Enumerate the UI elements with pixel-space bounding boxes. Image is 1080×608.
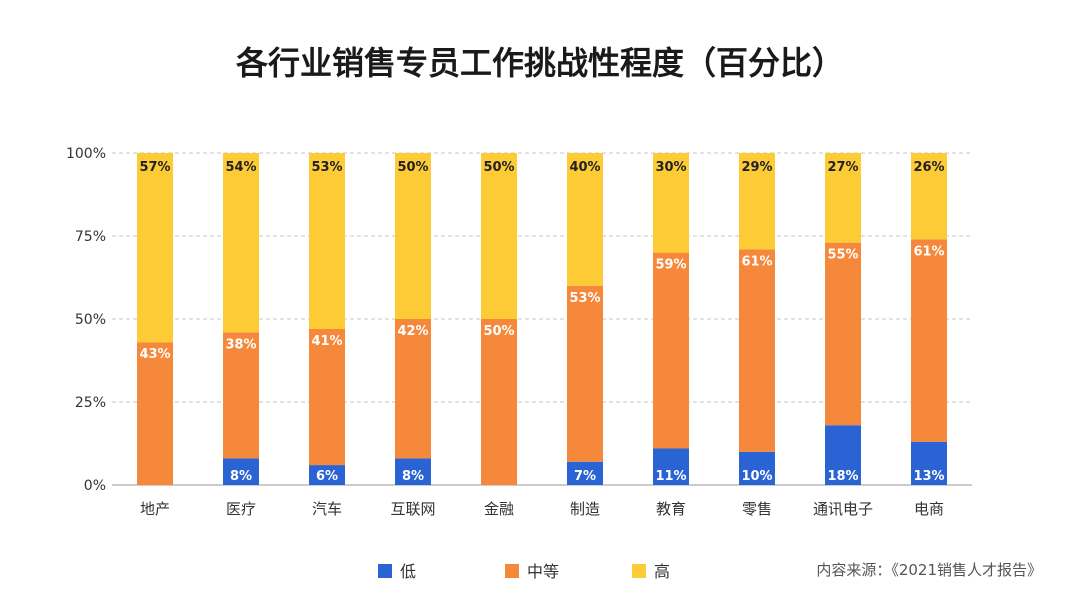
x-tick-label: 教育 bbox=[656, 500, 686, 518]
data-label: 30% bbox=[655, 160, 686, 175]
data-label: 29% bbox=[741, 160, 772, 175]
bar-segment bbox=[739, 249, 775, 452]
bar-segment bbox=[223, 153, 259, 333]
bar-segment bbox=[825, 242, 861, 426]
data-label: 54% bbox=[225, 160, 256, 175]
x-tick-label: 零售 bbox=[742, 500, 772, 518]
source-note: 内容来源：《2021销售人才报告》 bbox=[816, 561, 1042, 579]
data-label: 26% bbox=[913, 160, 944, 175]
legend-label: 高 bbox=[654, 562, 670, 581]
bar-segment bbox=[911, 239, 947, 442]
data-label: 42% bbox=[397, 324, 428, 339]
bar-segment bbox=[567, 285, 603, 462]
bar-segment bbox=[739, 153, 775, 250]
legend-swatch bbox=[632, 564, 646, 578]
data-label: 40% bbox=[569, 160, 600, 175]
bar-segment bbox=[825, 425, 861, 485]
data-label: 41% bbox=[311, 334, 342, 349]
x-tick-label: 金融 bbox=[484, 500, 514, 518]
data-label: 18% bbox=[827, 469, 858, 484]
data-label: 50% bbox=[483, 324, 514, 339]
data-label: 13% bbox=[913, 469, 944, 484]
y-tick-label: 25% bbox=[75, 395, 106, 411]
bar-segment bbox=[309, 153, 345, 329]
data-labels: 43% 57% 8% 38% 54% 6% 41% 53% 8% 42% 50% 50% 50% 7% 53… bbox=[139, 160, 944, 484]
data-label: 55% bbox=[827, 248, 858, 263]
data-label: 6% bbox=[316, 469, 338, 484]
bar-segment bbox=[309, 328, 345, 466]
bar-segment bbox=[481, 319, 517, 485]
data-label: 11% bbox=[655, 469, 686, 484]
bar-segment bbox=[137, 153, 173, 343]
data-label: 10% bbox=[741, 469, 772, 484]
y-tick-label: 50% bbox=[75, 312, 106, 328]
data-label: 59% bbox=[655, 258, 686, 273]
data-label: 7% bbox=[574, 469, 596, 484]
data-label: 61% bbox=[741, 254, 772, 269]
bar-segment bbox=[223, 332, 259, 459]
legend-label: 中等 bbox=[527, 562, 559, 581]
bar-segment bbox=[309, 465, 345, 485]
bar-segment bbox=[223, 458, 259, 485]
bar-segment bbox=[911, 441, 947, 485]
x-axis: 地产 医疗 汽车 互联网 金融 制造 教育 零售 通讯电子 电商 bbox=[140, 500, 944, 518]
bars bbox=[137, 153, 947, 485]
bar-segment bbox=[567, 461, 603, 485]
bar-segment bbox=[395, 319, 431, 459]
x-tick-label: 医疗 bbox=[226, 500, 256, 518]
data-label: 53% bbox=[569, 291, 600, 306]
x-tick-label: 电商 bbox=[914, 500, 944, 518]
bar-segment bbox=[739, 451, 775, 485]
x-tick-label: 制造 bbox=[570, 500, 600, 518]
bar-segment bbox=[825, 153, 861, 243]
data-label: 53% bbox=[311, 160, 342, 175]
bar-segment bbox=[653, 252, 689, 449]
chart-title: 各行业销售专员工作挑战性程度（百分比） bbox=[235, 44, 844, 82]
y-tick-label: 75% bbox=[75, 229, 106, 245]
data-label: 61% bbox=[913, 244, 944, 259]
x-tick-label: 通讯电子 bbox=[813, 500, 873, 518]
legend: 低 中等 高 bbox=[378, 562, 670, 581]
data-label: 50% bbox=[397, 160, 428, 175]
data-label: 8% bbox=[402, 469, 424, 484]
x-tick-label: 地产 bbox=[140, 500, 170, 518]
bar-segment bbox=[653, 448, 689, 485]
y-tick-label: 0% bbox=[84, 478, 106, 494]
data-label: 57% bbox=[139, 160, 170, 175]
bar-segment bbox=[911, 153, 947, 240]
y-tick-label: 100% bbox=[66, 146, 106, 162]
bar-segment bbox=[395, 153, 431, 319]
data-label: 50% bbox=[483, 160, 514, 175]
legend-label: 低 bbox=[400, 562, 416, 581]
x-tick-label: 汽车 bbox=[312, 500, 342, 518]
x-tick-label: 互联网 bbox=[390, 500, 435, 518]
data-label: 43% bbox=[139, 347, 170, 362]
bar-segment bbox=[395, 458, 431, 485]
data-label: 38% bbox=[225, 337, 256, 352]
data-label: 8% bbox=[230, 469, 252, 484]
bar-segment bbox=[653, 153, 689, 253]
bar-segment bbox=[137, 342, 173, 485]
bar-segment bbox=[567, 153, 603, 286]
bar-segment bbox=[481, 153, 517, 319]
legend-swatch bbox=[505, 564, 519, 578]
y-axis: 0% 25% 50% 75% 100% bbox=[66, 146, 106, 494]
legend-swatch bbox=[378, 564, 392, 578]
data-label: 27% bbox=[827, 160, 858, 175]
